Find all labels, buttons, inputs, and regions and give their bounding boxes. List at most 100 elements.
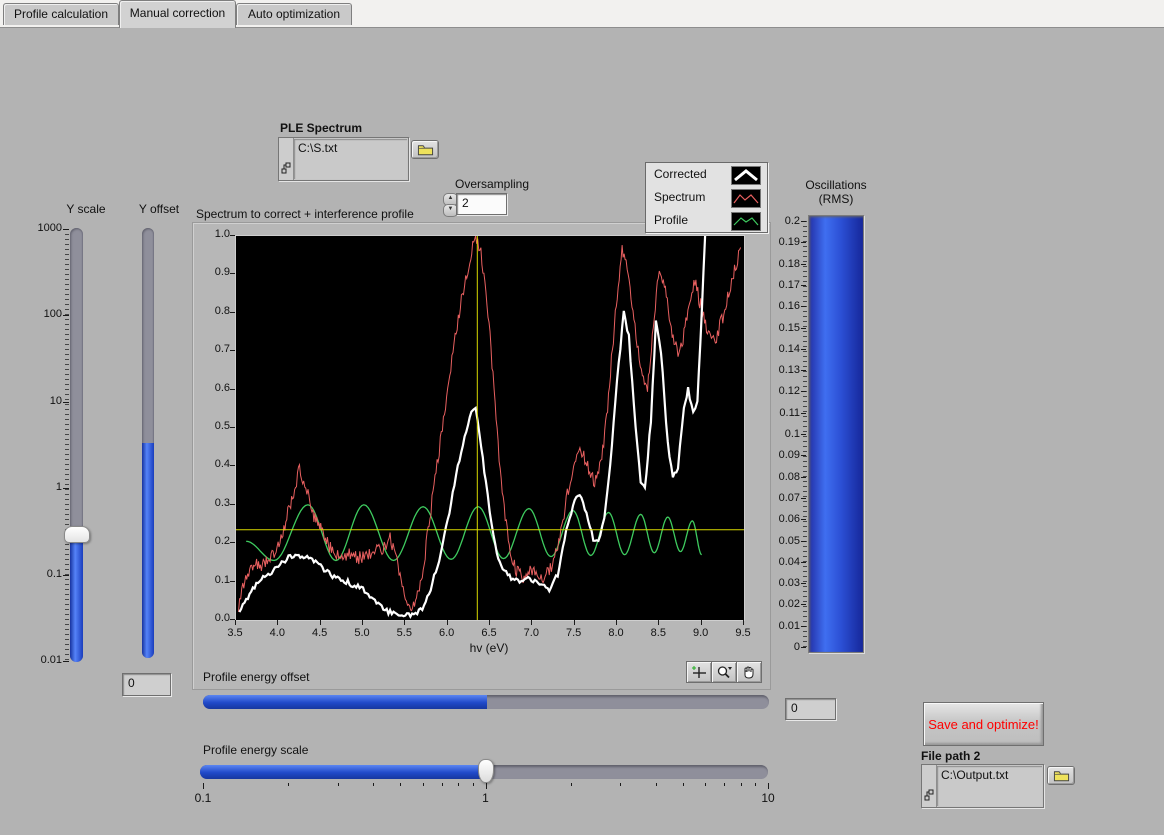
graph-cursor-tool-button[interactable]: [686, 661, 712, 683]
oscillations-tick: [801, 434, 806, 435]
profile-energy-scale-minor-tick: [422, 783, 424, 786]
graph-x-tick: [743, 620, 744, 625]
legend-line-sample-profile: [731, 212, 761, 231]
file-path-2-control[interactable]: C:\Output.txt: [921, 764, 1044, 808]
file-path-2-value[interactable]: C:\Output.txt: [937, 766, 1042, 806]
profile-energy-scale-minor-tick: [740, 783, 742, 786]
profile-energy-scale-minor-tick: [570, 783, 572, 786]
folder-icon: [1053, 770, 1069, 781]
graph-pan-tool-button[interactable]: [736, 661, 762, 683]
graph-y-tick-label: 0.5: [214, 420, 230, 432]
oscillations-tick-label: 0.16: [778, 300, 800, 313]
tab-manual-correction[interactable]: Manual correction: [119, 0, 236, 28]
y-scale-label: Y scale: [66, 202, 106, 216]
graph-y-tick-label: 0.6: [214, 381, 230, 394]
ple-spectrum-browse-button[interactable]: [411, 140, 439, 159]
profile-energy-scale-tick-label: 0.1: [194, 791, 212, 805]
graph-y-tick-label: 0.3: [214, 496, 230, 509]
profile-energy-scale-minor-tick: [373, 783, 375, 786]
y-scale-tick-label: 100: [43, 308, 62, 321]
profile-energy-scale-minor-tick: [472, 783, 474, 786]
graph-y-tick-label: 1.0: [214, 228, 230, 240]
ple-spectrum-label: PLE Spectrum: [280, 121, 363, 135]
graph-x-tick: [531, 620, 533, 625]
y-scale-slider-handle[interactable]: [64, 526, 90, 543]
oversampling-value[interactable]: 2: [456, 193, 507, 215]
legend-item-corrected[interactable]: Corrected: [646, 163, 767, 186]
oscillations-tick: [801, 647, 806, 648]
tab-bar: Profile calculation Manual correction Au…: [0, 0, 1164, 28]
graph-y-tick-label: 0.9: [214, 266, 230, 279]
graph-title: Spectrum to correct + interference profi…: [196, 207, 414, 221]
oscillations-tick: [801, 284, 806, 286]
graph-x-tick-label: 8.0: [608, 627, 624, 639]
graph-y-tick: [230, 311, 235, 313]
y-scale-minor-ticks: [65, 229, 69, 661]
legend-item-profile[interactable]: Profile: [646, 209, 767, 232]
oscillations-tick-label: 0.03: [778, 577, 800, 590]
oscillations-tick: [801, 412, 806, 414]
profile-energy-scale-minor-tick: [337, 783, 339, 786]
graph-y-tick-label: 0.7: [214, 343, 230, 356]
graph-x-tick: [573, 620, 575, 625]
hand-icon: [744, 666, 754, 679]
curve-profile: [246, 504, 703, 562]
graph-y-tick-label: 0.1: [214, 573, 230, 586]
tab-profile-calculation[interactable]: Profile calculation: [3, 3, 119, 25]
oscillations-tick-label: 0.2: [784, 215, 800, 227]
profile-energy-scale-minor-tick: [724, 783, 726, 786]
graph-y-tick: [230, 388, 235, 390]
profile-energy-offset-value[interactable]: 0: [785, 698, 836, 720]
profile-energy-scale-minor-tick: [705, 783, 707, 786]
oscillations-tick-label: 0.13: [778, 364, 800, 377]
graph-x-tick: [362, 620, 363, 625]
oscillations-tick: [801, 306, 806, 308]
oscillations-tick-label: 0.05: [778, 534, 800, 547]
y-scale-tick-label: 1: [55, 481, 62, 494]
curve-corrected: [238, 236, 707, 619]
y-offset-slider-fill: [142, 443, 154, 658]
oscillations-tick-label: 0: [793, 641, 800, 653]
legend-label: Profile: [654, 213, 689, 227]
graph-x-tick-label: 7.5: [566, 627, 582, 639]
graph-y-tick-label: 0.4: [214, 458, 230, 471]
file-path-2-browse-button[interactable]: [1047, 766, 1075, 785]
magnifier-icon: [717, 666, 732, 679]
legend-line-sample-corrected: [731, 166, 761, 185]
folder-icon: [417, 144, 433, 155]
graph-x-tick: [277, 620, 279, 625]
y-offset-label: Y offset: [138, 202, 180, 216]
legend-item-spectrum[interactable]: Spectrum: [646, 186, 767, 209]
oversampling-label: Oversampling: [455, 177, 530, 191]
oscillations-tick: [801, 583, 806, 585]
graph-y-tick: [230, 427, 235, 428]
path-symbol-icon: [281, 162, 291, 174]
graph-y-tick-label: 0.2: [214, 535, 230, 548]
legend-label: Spectrum: [654, 190, 706, 204]
profile-energy-scale-minor-tick: [441, 783, 443, 786]
path-control-strip: [922, 765, 937, 807]
oscillations-tick: [801, 455, 806, 457]
path-control-strip: [279, 138, 294, 180]
oscillations-tick-label: 0.02: [778, 598, 800, 611]
tab-auto-optimization[interactable]: Auto optimization: [236, 3, 352, 25]
graph-plot-area[interactable]: [235, 235, 745, 621]
graph-zoom-tool-button[interactable]: [711, 661, 737, 683]
oscillations-tick-label: 0.18: [778, 257, 800, 270]
profile-energy-scale-handle[interactable]: [478, 759, 494, 783]
profile-energy-scale-minor-tick: [755, 783, 757, 786]
graph-x-tick-label: 9.0: [693, 627, 709, 639]
path-symbol-icon: [924, 789, 934, 801]
ple-spectrum-path-control[interactable]: C:\S.txt: [278, 137, 409, 181]
save-and-optimize-button[interactable]: Save and optimize!: [923, 702, 1044, 746]
y-scale-tick: [63, 315, 69, 317]
oscillations-tick: [801, 476, 806, 478]
graph-x-tick-label: 3.5: [227, 627, 243, 639]
oscillations-tick-label: 0.1: [784, 428, 800, 440]
profile-energy-scale-minor-tick: [288, 783, 290, 786]
ple-spectrum-path-value[interactable]: C:\S.txt: [294, 139, 407, 179]
y-offset-value[interactable]: 0: [122, 673, 171, 696]
oscillations-gauge-bar: [808, 215, 864, 653]
legend-label: Corrected: [654, 167, 707, 181]
